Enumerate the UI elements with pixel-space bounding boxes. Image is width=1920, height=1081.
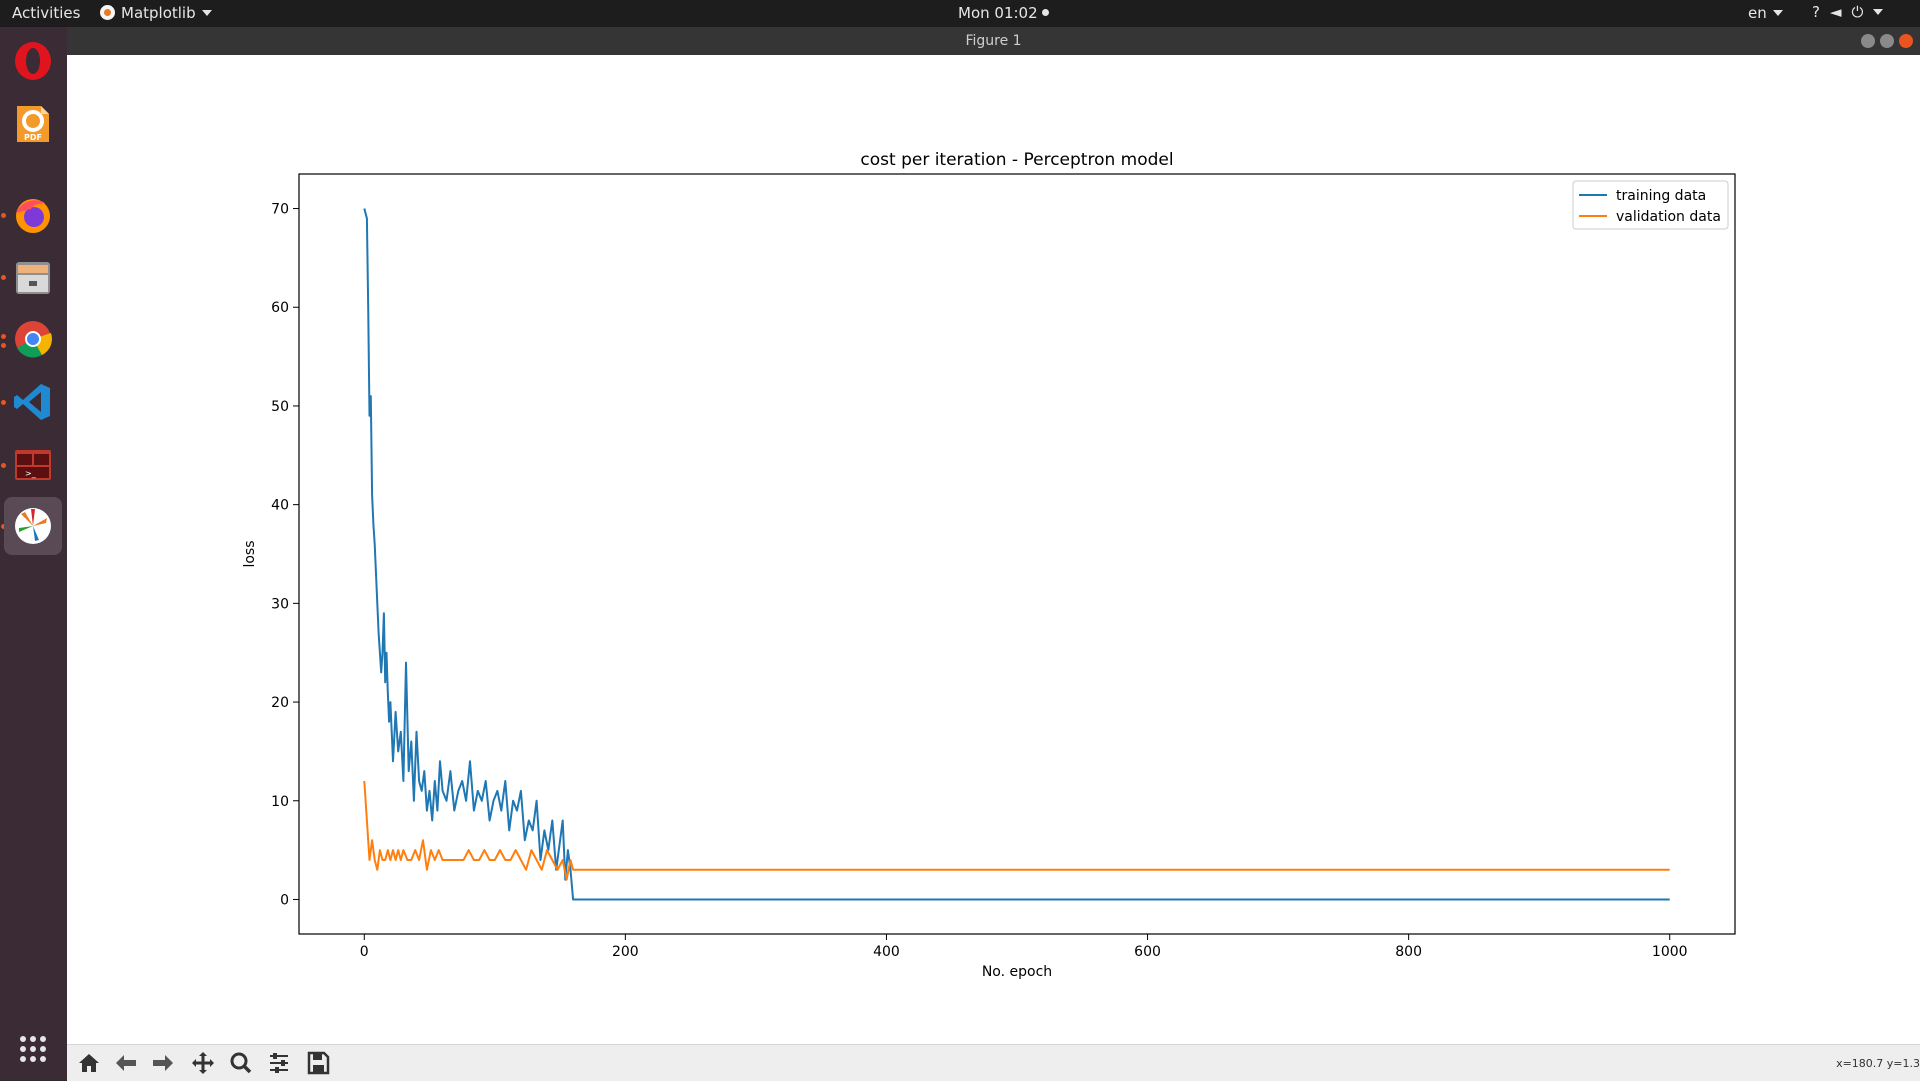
pdf-icon: PDF	[17, 106, 49, 142]
language-label: en	[1748, 4, 1767, 22]
terminal-icon: >_	[15, 450, 51, 480]
matplotlib-icon	[15, 508, 51, 544]
dock: PDF >_	[0, 27, 67, 1080]
show-apps-button[interactable]	[4, 1020, 62, 1078]
save-icon[interactable]	[304, 1050, 332, 1076]
dock-item-chrome[interactable]	[4, 310, 62, 368]
app-menu-label: Matplotlib	[121, 4, 196, 22]
plot-frame	[298, 173, 1736, 935]
x-tick-label: 200	[612, 944, 639, 960]
system-menu[interactable]: ?◄⏻	[1812, 3, 1884, 21]
window-title: Figure 1	[965, 33, 1022, 49]
y-tick-label: 60	[271, 300, 289, 316]
home-icon[interactable]	[75, 1050, 103, 1076]
clock[interactable]: Mon 01:02	[958, 4, 1049, 22]
x-axis-label: No. epoch	[982, 964, 1052, 980]
maximize-button[interactable]	[1880, 34, 1894, 48]
svg-text:>_: >_	[25, 469, 37, 478]
dock-item-terminal[interactable]: >_	[4, 436, 62, 494]
firefox-icon	[16, 199, 50, 233]
power-icon: ⏻	[1851, 3, 1874, 21]
close-button[interactable]	[1899, 34, 1913, 48]
svg-text:PDF: PDF	[24, 133, 42, 142]
pan-icon[interactable]	[189, 1050, 217, 1076]
grid-icon	[20, 1036, 46, 1062]
minimize-button[interactable]	[1861, 34, 1875, 48]
dock-item-firefox[interactable]	[4, 186, 62, 244]
x-tick-label: 1000	[1652, 944, 1688, 960]
chart: cost per iteration - Perceptron model 0 20…	[242, 150, 1736, 980]
legend-box	[1572, 180, 1729, 230]
volume-icon: ◄	[1829, 3, 1852, 21]
chart-title: cost per iteration - Perceptron model	[860, 150, 1173, 170]
activities-button[interactable]: Activities	[12, 4, 81, 22]
dock-item-vscode[interactable]	[4, 373, 62, 431]
chevron-down-icon	[1772, 10, 1783, 16]
matplotlib-icon	[100, 5, 115, 20]
dock-item-pdf[interactable]: PDF	[4, 95, 62, 153]
chevron-down-icon	[201, 10, 212, 16]
x-tick-label: 400	[873, 944, 900, 960]
window-titlebar[interactable]: Figure 1	[67, 27, 1920, 55]
dock-item-opera[interactable]	[4, 32, 62, 90]
chevron-down-icon	[1873, 9, 1884, 15]
y-tick-label: 70	[271, 202, 289, 218]
accessibility-icon: ?	[1812, 3, 1830, 21]
y-tick-label: 10	[271, 794, 289, 810]
back-icon[interactable]	[112, 1050, 140, 1076]
top-bar: Activities Matplotlib Mon 01:02 en ?◄⏻	[0, 0, 1920, 27]
y-tick-label: 0	[280, 892, 289, 908]
legend-label: training data	[1616, 188, 1706, 204]
dock-item-files[interactable]	[4, 248, 62, 306]
forward-icon[interactable]	[149, 1050, 177, 1076]
vscode-icon	[14, 384, 50, 420]
y-tick-label: 30	[271, 596, 289, 612]
language-selector[interactable]: en	[1748, 4, 1783, 22]
x-tick-label: 0	[360, 944, 369, 960]
x-tick-label: 800	[1395, 944, 1422, 960]
cursor-coordinates: x=180.7 y=1.3	[1836, 1057, 1920, 1070]
navigation-toolbar: x=180.7 y=1.3	[67, 1044, 1920, 1081]
configure-icon[interactable]	[265, 1050, 293, 1076]
dock-item-matplotlib[interactable]	[4, 497, 62, 555]
y-tick-label: 50	[271, 399, 289, 415]
series-line-validation	[363, 780, 1670, 881]
legend-label: validation data	[1616, 209, 1721, 225]
zoom-icon[interactable]	[227, 1050, 255, 1076]
files-icon	[16, 262, 50, 294]
notification-dot-icon	[1041, 9, 1049, 16]
chrome-icon	[15, 321, 52, 358]
x-tick-label: 600	[1134, 944, 1161, 960]
y-axis-label: loss	[242, 540, 258, 567]
figure-canvas[interactable]: cost per iteration - Perceptron model 0 20…	[67, 55, 1920, 1044]
clock-label: Mon 01:02	[958, 4, 1038, 22]
series-line-training	[363, 208, 1670, 901]
y-tick-label: 20	[271, 695, 289, 711]
app-menu[interactable]: Matplotlib	[100, 4, 212, 22]
y-tick-label: 40	[271, 498, 289, 514]
opera-icon	[15, 42, 51, 80]
